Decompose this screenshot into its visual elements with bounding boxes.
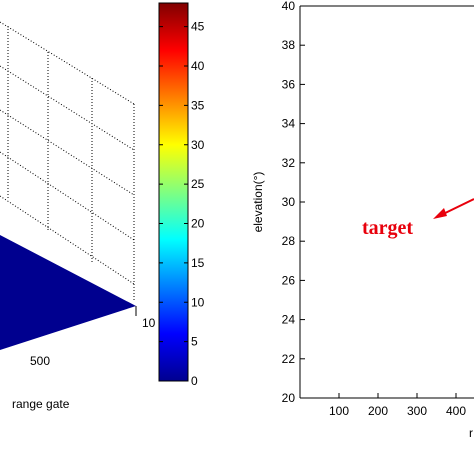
y-axis-ticks: 20 22 24 26 28 30 32 34 36 38 40	[282, 0, 305, 405]
colorbar-tick-label: 20	[191, 217, 205, 231]
y-tick-label: 34	[282, 117, 296, 131]
y-tick-label: 26	[282, 273, 296, 287]
y-tick-label: 32	[282, 156, 296, 170]
colorbar-tick-label: 45	[191, 20, 205, 34]
y-tick-label: 36	[282, 77, 296, 91]
colorbar-tick-label: 5	[191, 335, 198, 349]
colorbar-gradient	[158, 2, 189, 382]
target-arrow	[433, 198, 474, 219]
surface-grid	[0, 21, 137, 316]
colorbar-tick-label: 35	[191, 98, 205, 112]
colorbar-tick-label: 0	[191, 374, 198, 388]
surface-x-tick-10: 10	[142, 316, 156, 330]
x-tick-label: 100	[329, 404, 349, 418]
surface-grid-line	[0, 151, 135, 241]
colorbar-tick-label: 25	[191, 177, 205, 191]
colorbar-tick-label: 15	[191, 256, 205, 270]
y-axis-label: elevation(°)	[251, 172, 265, 233]
surface-mesh	[0, 235, 136, 350]
target-annotation: target	[362, 217, 413, 239]
surface-x-axis-label: range gate	[12, 397, 70, 411]
colorbar-tick-label: 10	[191, 295, 205, 309]
y-tick-label: 20	[282, 391, 296, 405]
y-tick-label: 40	[282, 0, 296, 13]
x-tick-label: 400	[446, 404, 466, 418]
x-axis-ticks: 100 200 300 400	[329, 393, 466, 418]
colorbar-tick-label: 40	[191, 59, 205, 73]
y-tick-label: 24	[282, 313, 296, 327]
x-tick-label: 300	[407, 404, 427, 418]
elevation-plot: 20 22 24 26 28 30 32 34 36 38 40 100 200 300 400 elev…	[251, 0, 474, 440]
colorbar-tick-label: 30	[191, 138, 205, 152]
y-tick-label: 38	[282, 38, 296, 52]
y-tick-label: 30	[282, 195, 296, 209]
surface-grid-line	[0, 65, 135, 151]
surface-grid-line	[0, 21, 135, 105]
colorbar-ticks: 0 5 10 15 20 25 30 35 40 45	[159, 20, 205, 388]
y-tick-label: 22	[282, 352, 296, 366]
y-tick-label: 28	[282, 234, 296, 248]
surface-plot: 500 10 range gate	[0, 21, 156, 411]
surface-grid-line	[0, 109, 135, 196]
x-tick-label: 200	[368, 404, 388, 418]
x-axis-label: r	[469, 426, 473, 440]
surface-x-tick-500: 500	[30, 354, 50, 368]
colorbar: 0 5 10 15 20 25 30 35 40 45	[158, 2, 205, 388]
